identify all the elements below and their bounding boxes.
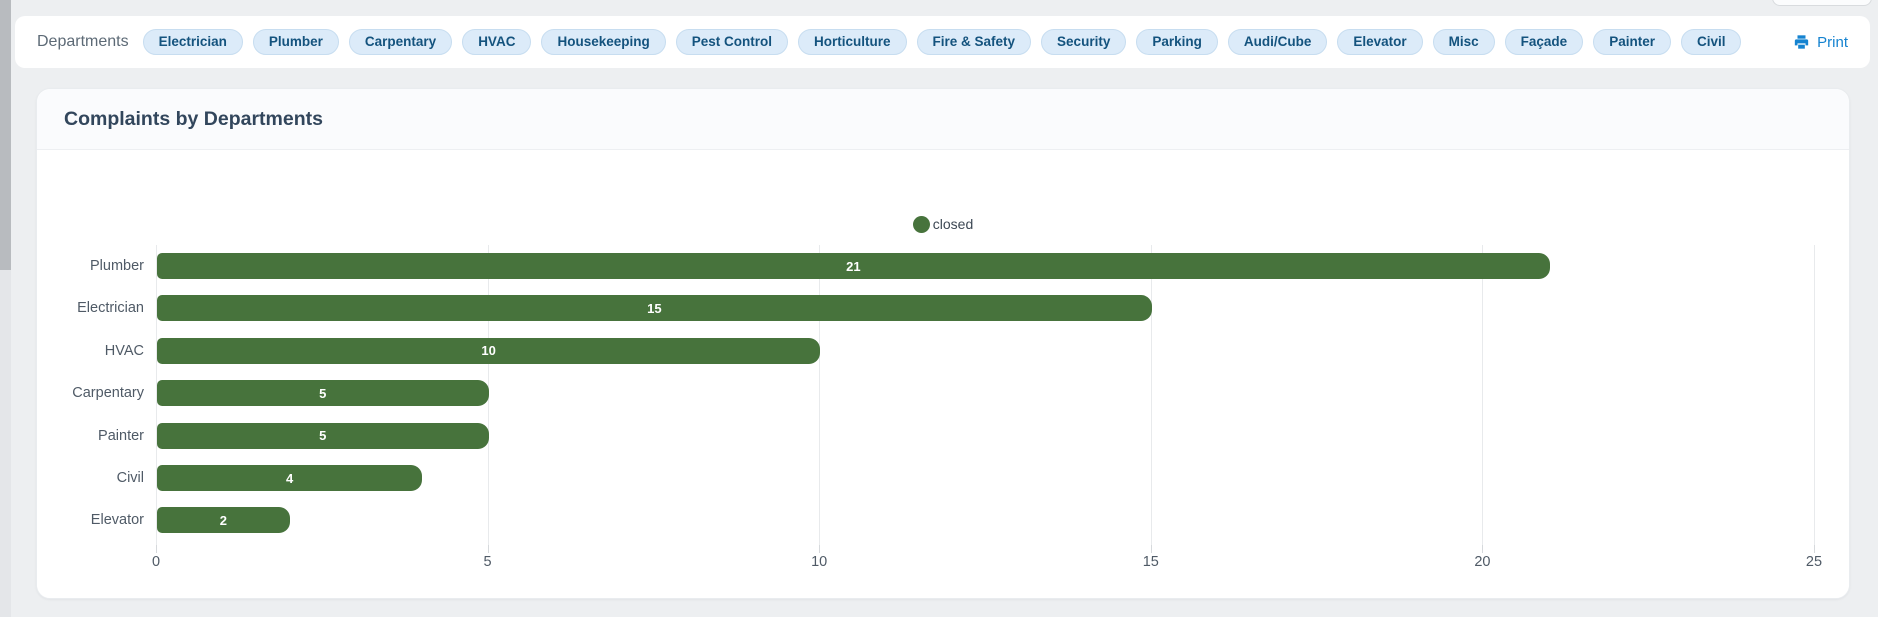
card-title: Complaints by Departments: [64, 107, 323, 130]
x-tickmark-15: [1150, 545, 1152, 553]
bar-category-label-electrician: Electrician: [77, 300, 144, 317]
department-pill-horticulture[interactable]: Horticulture: [798, 29, 907, 55]
x-tick-label-0: 0: [151, 554, 161, 570]
x-tickmark-5: [487, 545, 489, 553]
gridline-0: [156, 245, 157, 545]
print-button[interactable]: Print: [1793, 34, 1848, 51]
legend-marker-icon: [912, 215, 930, 233]
gridline-15: [1150, 245, 1152, 545]
bar-category-label-elevator: Elevator: [90, 512, 144, 529]
bar-value-label: 21: [846, 258, 861, 274]
department-pill-security[interactable]: Security: [1041, 29, 1127, 55]
department-pill-misc[interactable]: Misc: [1432, 29, 1495, 55]
x-tickmark-25: [1814, 545, 1815, 553]
cutoff-panel: [1772, 0, 1872, 6]
bar-plumber[interactable]: 21: [157, 253, 1550, 279]
department-pill-plumber[interactable]: Plumber: [252, 29, 339, 55]
bar-category-label-civil: Civil: [116, 470, 144, 486]
printer-icon: [1793, 34, 1810, 50]
x-tick-label-10: 10: [811, 554, 828, 570]
x-tick-label-20: 20: [1474, 554, 1491, 570]
department-pill-carpentary[interactable]: Carpentary: [348, 29, 453, 55]
department-pill-painter[interactable]: Painter: [1593, 29, 1671, 55]
card-header: Complaints by Departments: [37, 89, 1849, 150]
complaints-card: Complaints by Departments closed 0 5 10 15 2…: [36, 88, 1850, 599]
department-pill-parking[interactable]: Parking: [1136, 29, 1218, 55]
chart-legend[interactable]: closed: [37, 214, 1849, 234]
x-tick-label-5: 5: [483, 554, 492, 570]
legend-label: closed: [932, 216, 974, 232]
bar-hvac[interactable]: 10: [157, 337, 821, 364]
department-pill-audi-cube[interactable]: Audi/Cube: [1227, 29, 1328, 55]
bar-electrician[interactable]: 15: [157, 295, 1152, 322]
scrollbar-track[interactable]: [0, 0, 11, 617]
bar-value-label: 5: [319, 385, 327, 401]
x-tick-label-15: 15: [1142, 554, 1159, 570]
department-pill-electrician[interactable]: Electrician: [142, 29, 243, 55]
departments-label: Departments: [37, 33, 129, 50]
department-pill-hvac[interactable]: HVAC: [462, 29, 532, 55]
department-pill-fa-ade[interactable]: Façade: [1504, 29, 1584, 55]
bar-category-label-hvac: HVAC: [104, 342, 144, 359]
department-pill-pest-control[interactable]: Pest Control: [675, 29, 788, 55]
x-tickmark-10: [819, 545, 821, 553]
gridline-10: [819, 245, 821, 545]
bar-carpentary[interactable]: 5: [157, 380, 489, 407]
bar-civil[interactable]: 4: [157, 465, 423, 491]
x-tick-label-25: 25: [1805, 554, 1823, 570]
print-label: Print: [1817, 33, 1848, 51]
bar-category-label-painter: Painter: [98, 427, 144, 444]
gridline-25: [1814, 245, 1815, 545]
gridline-20: [1482, 245, 1484, 545]
department-pill-elevator[interactable]: Elevator: [1337, 29, 1423, 55]
department-pill-civil[interactable]: Civil: [1680, 29, 1742, 55]
bar-value-label: 10: [481, 343, 496, 359]
x-tickmark-20: [1482, 545, 1484, 553]
scrollbar-thumb[interactable]: [0, 0, 11, 270]
bar-value-label: 2: [219, 512, 227, 528]
bar-value-label: 5: [319, 428, 327, 444]
bar-chart: closed 0 5 10 15 20 25 Plumber 21 Electrician 15 H…: [37, 150, 1849, 598]
bar-category-label-carpentary: Carpentary: [72, 385, 144, 402]
bar-elevator[interactable]: 2: [157, 507, 290, 534]
bar-painter[interactable]: 5: [157, 422, 489, 449]
bar-category-label-plumber: Plumber: [90, 258, 144, 274]
departments-toolbar: Departments Electrician Plumber Carpentary…: [15, 16, 1870, 68]
x-tickmark-0: [156, 545, 157, 553]
department-pill-fire-safety[interactable]: Fire & Safety: [916, 29, 1032, 55]
department-pill-list: Electrician Plumber Carpentary HVAC Housekee…: [142, 29, 1742, 55]
bar-value-label: 15: [647, 300, 662, 316]
department-pill-housekeeping[interactable]: Housekeeping: [541, 29, 666, 55]
bar-value-label: 4: [286, 470, 294, 486]
